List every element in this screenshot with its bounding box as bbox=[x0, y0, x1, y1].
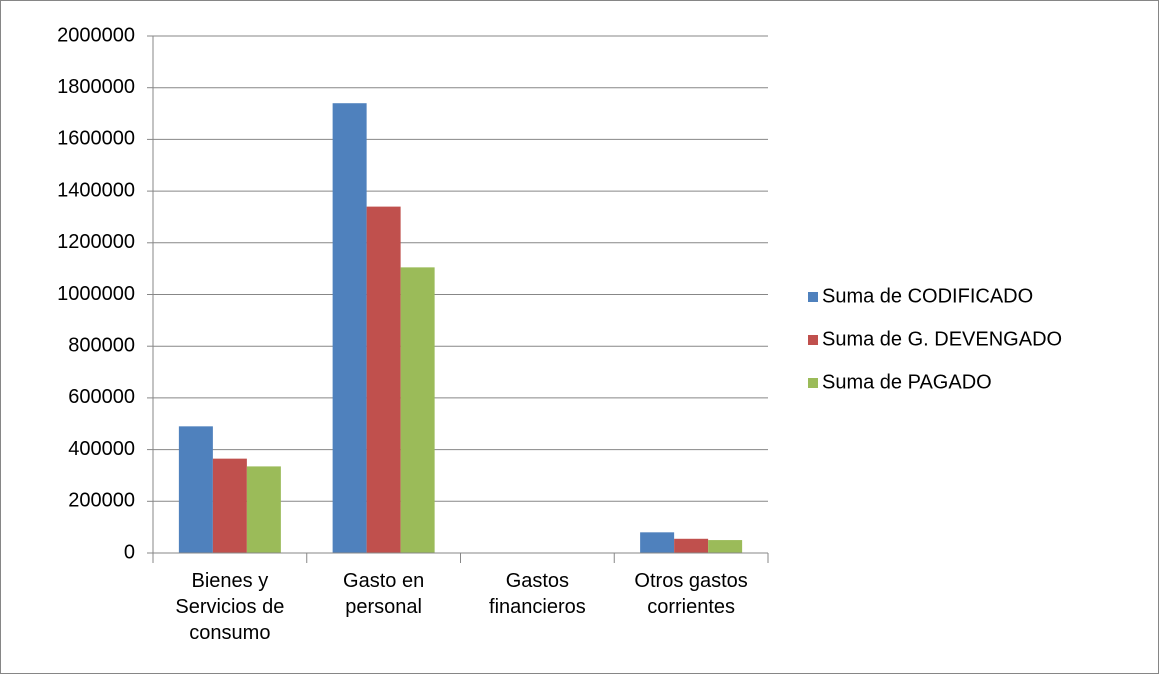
bar bbox=[674, 538, 709, 553]
y-tick-label: 200000 bbox=[68, 490, 135, 512]
legend-label: Suma de CODIFICADO bbox=[822, 285, 1033, 307]
y-tick-label: 800000 bbox=[68, 334, 135, 356]
y-tick-label: 1800000 bbox=[57, 76, 135, 98]
y-tick-label: 1400000 bbox=[57, 179, 135, 201]
bar bbox=[178, 426, 213, 553]
legend-swatch bbox=[808, 292, 818, 302]
y-tick-label: 2000000 bbox=[57, 24, 135, 46]
legend-label: Suma de G. DEVENGADO bbox=[822, 328, 1062, 350]
x-tick-label: Otros gastos corrientes bbox=[634, 570, 748, 618]
y-tick-label: 1200000 bbox=[57, 231, 135, 253]
x-tick-label: Gastos financieros bbox=[489, 570, 586, 618]
bar bbox=[708, 540, 743, 553]
bar bbox=[366, 206, 401, 554]
legend-swatch bbox=[808, 335, 818, 345]
bar bbox=[332, 103, 367, 554]
bar bbox=[212, 458, 247, 553]
y-tick-label: 1000000 bbox=[57, 283, 135, 305]
y-tick-label: 1600000 bbox=[57, 128, 135, 150]
y-tick-label: 600000 bbox=[68, 386, 135, 408]
legend-label: Suma de PAGADO bbox=[822, 371, 992, 393]
bar bbox=[640, 532, 675, 553]
x-tick-label: Bienes y Servicios de consumo bbox=[175, 570, 285, 644]
y-tick-label: 400000 bbox=[68, 438, 135, 460]
legend-swatch bbox=[808, 378, 818, 388]
x-tick-label: Gasto en personal bbox=[343, 570, 425, 618]
bar bbox=[400, 267, 435, 553]
bar bbox=[246, 466, 281, 553]
y-tick-label: 0 bbox=[124, 541, 135, 563]
